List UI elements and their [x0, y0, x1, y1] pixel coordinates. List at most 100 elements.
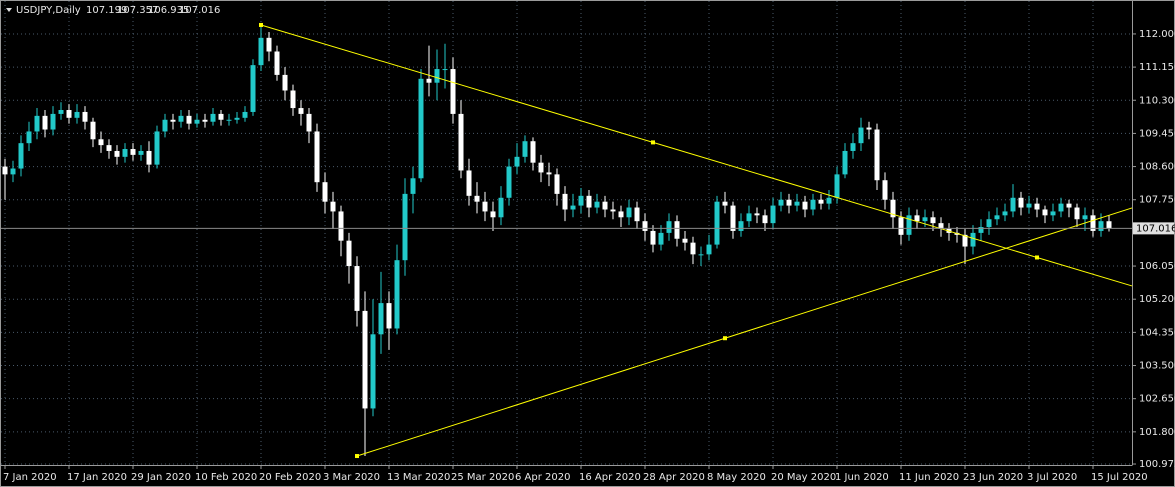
y-tick-label: 111.150	[1139, 62, 1175, 73]
candle-body	[602, 201, 608, 210]
menu-arrow[interactable]	[6, 8, 12, 12]
x-tick-label: 15 Jul 2020	[1091, 472, 1148, 483]
candle-body	[506, 166, 512, 198]
candle-body	[58, 110, 64, 114]
y-tick-label: 108.600	[1139, 162, 1175, 173]
candle-body	[858, 127, 864, 144]
candle-body	[186, 115, 192, 124]
y-tick-label: 100.975	[1139, 459, 1175, 470]
candle-body	[386, 303, 392, 329]
candle-body	[426, 78, 432, 83]
candle-body	[842, 150, 848, 175]
candle-body	[162, 119, 168, 132]
candle-body	[834, 174, 840, 198]
candle-body	[290, 90, 296, 109]
candle-body	[266, 37, 272, 52]
y-tick-label: 104.350	[1139, 327, 1175, 338]
candle-body	[194, 119, 200, 124]
candle-body	[674, 221, 680, 239]
candle-body	[706, 244, 712, 255]
x-tick-label: 20 Feb 2020	[259, 472, 321, 483]
candle-body	[986, 219, 992, 228]
x-tick-label: 13 Mar 2020	[387, 472, 450, 483]
candle-body	[818, 199, 824, 204]
candle-body	[226, 119, 232, 121]
candle-body	[618, 211, 624, 218]
candle-body	[514, 156, 520, 167]
candle-body	[338, 211, 344, 241]
candle-body	[122, 149, 128, 157]
candle-body	[666, 221, 672, 233]
candle-body	[1106, 221, 1112, 229]
candle-body	[330, 201, 336, 212]
candle-body	[1082, 215, 1088, 220]
candle-body	[130, 149, 136, 155]
trendline-anchor	[723, 336, 727, 341]
candle-body	[722, 201, 728, 206]
x-tick-label: 7 Jan 2020	[3, 472, 57, 483]
candle-body	[730, 205, 736, 231]
candle-body	[770, 205, 776, 224]
candle-body	[906, 215, 912, 235]
candle-body	[890, 199, 896, 218]
candle-body	[546, 172, 552, 175]
candle-body	[418, 78, 424, 179]
candle-body	[202, 119, 208, 122]
x-tick-label: 6 Apr 2020	[515, 472, 570, 483]
candle-body	[34, 115, 40, 132]
candle-body	[114, 150, 120, 157]
candle-body	[850, 143, 856, 151]
candle-body	[314, 131, 320, 183]
header-low: 106.935	[148, 5, 189, 16]
candle-body	[530, 141, 536, 163]
trendline-anchor	[651, 140, 655, 145]
candle-body	[10, 168, 16, 175]
candle-body	[922, 217, 928, 222]
candle-body	[1066, 203, 1072, 208]
candle-body	[18, 143, 24, 169]
candle-body	[938, 223, 944, 229]
candle-body	[930, 217, 936, 224]
candle-body	[810, 199, 816, 210]
candle-body	[282, 74, 288, 91]
candle-body	[98, 139, 104, 146]
candle-body	[82, 111, 88, 122]
candle-body	[2, 166, 8, 175]
trendline-extension	[724, 207, 1133, 339]
x-tick-label: 25 Mar 2020	[451, 472, 514, 483]
candle-body	[402, 193, 408, 261]
candle-body	[794, 201, 800, 206]
candle-body	[898, 217, 904, 235]
current-price-box	[1133, 222, 1174, 235]
candle-body	[1042, 209, 1048, 216]
candle-body	[450, 69, 456, 114]
x-tick-label: 23 Jun 2020	[963, 472, 1023, 483]
candle-body	[522, 141, 528, 157]
candle-body	[978, 227, 984, 233]
candle-body	[138, 150, 144, 155]
trendline-anchor	[1035, 255, 1039, 260]
candle-body	[690, 242, 696, 255]
candle-body	[442, 69, 448, 71]
candle-body	[634, 207, 640, 222]
x-tick-label: 3 Mar 2020	[323, 472, 380, 483]
candle-body	[498, 197, 504, 218]
candle-body	[322, 182, 328, 202]
candle-body	[682, 238, 688, 243]
candle-body	[1098, 221, 1104, 231]
y-tick-label: 106.050	[1139, 261, 1175, 272]
candle-body	[1090, 215, 1096, 231]
candle-body	[66, 110, 72, 118]
candle-body	[74, 111, 80, 118]
y-tick-label: 105.200	[1139, 294, 1175, 305]
candle-body	[466, 170, 472, 196]
candle-body	[714, 201, 720, 245]
x-tick-label: 29 Jan 2020	[131, 472, 191, 483]
candle-body	[178, 115, 184, 122]
candle-body	[1034, 203, 1040, 210]
candle-body	[746, 213, 752, 222]
candle-body	[250, 65, 256, 112]
current-price-label: 107.016	[1136, 223, 1175, 234]
